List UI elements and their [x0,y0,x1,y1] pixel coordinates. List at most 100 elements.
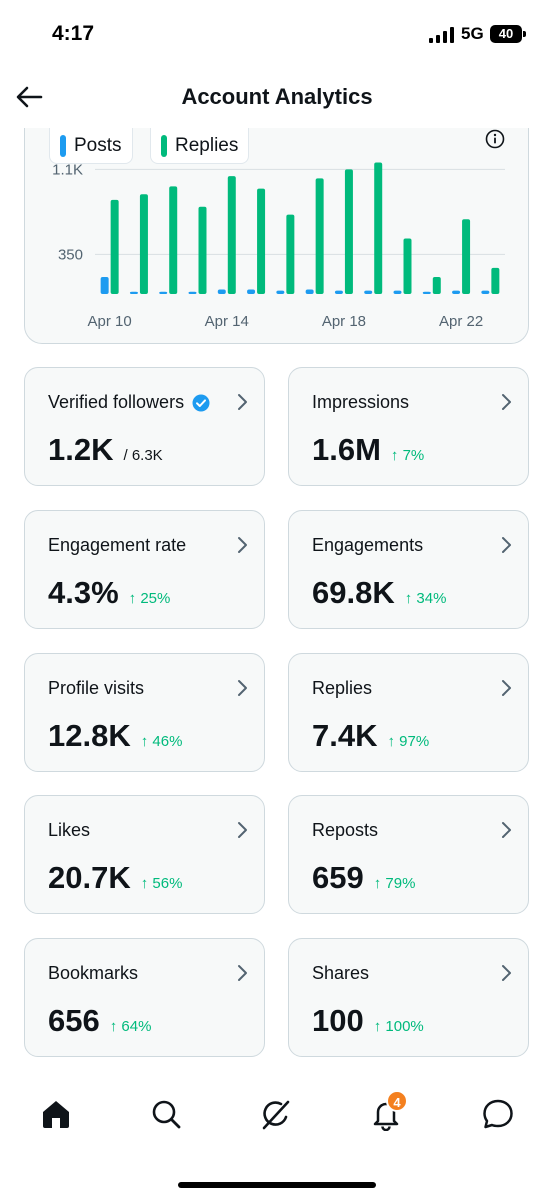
bar-posts [305,289,314,294]
bar-posts [129,291,138,294]
x-tick-label: Apr 18 [322,313,366,330]
stat-value: 12.8K [48,718,131,753]
bar-replies [374,162,383,294]
bar-posts [247,289,256,294]
chevron-right-icon [502,822,511,838]
search-icon [152,1100,181,1129]
replies-swatch [161,134,167,157]
stat-value-row: 4.3% ↑ 25% [48,575,170,611]
legend-posts[interactable]: Posts [49,128,133,164]
stat-label: Reposts [312,820,379,840]
stat-card-profile-visits[interactable]: Profile visits 12.8K ↑ 46% [24,653,265,772]
chevron-right-icon [238,394,247,410]
stat-label: Bookmarks [48,963,139,983]
battery-cap [523,31,526,37]
nav-messages[interactable] [478,1094,518,1134]
stat-value: 656 [48,1003,100,1038]
stat-change: ↑ 34% [404,590,447,607]
stat-label: Replies [312,678,373,698]
stat-label: Engagement rate [48,535,187,555]
stat-value: 100 [312,1003,364,1038]
stat-value-row: 659 ↑ 79% [312,860,415,896]
stat-label: Impressions [312,392,410,412]
chart-card: 350 1.1K Apr 10 Apr 14 Apr 18 Apr 22 Posts Re… [24,128,529,344]
stat-card-bookmarks[interactable]: Bookmarks 656 ↑ 64% [24,938,265,1057]
stat-value-row: 7.4K ↑ 97% [312,718,429,754]
signal-icon [429,27,454,43]
stat-value-row: 1.2K / 6.3K [48,432,163,468]
stat-value: 7.4K [312,718,378,753]
bar-posts [100,277,109,294]
bar-replies [491,267,500,294]
bar-replies [315,178,324,294]
bar-replies [344,169,353,294]
stat-change: ↑ 25% [128,590,171,607]
stat-value: 69.8K [312,575,395,610]
nav-grok[interactable] [256,1094,296,1134]
bar-posts [217,289,226,294]
info-icon[interactable] [485,129,505,149]
stat-value: 20.7K [48,860,131,895]
bar-replies [110,199,119,294]
stat-card-likes[interactable]: Likes 20.7K ↑ 56% [24,795,265,914]
stat-value: 1.2K [48,432,114,467]
stat-value-row: 100 ↑ 100% [312,1003,424,1039]
battery-icon: 40 [490,25,522,43]
stat-value-row: 20.7K ↑ 56% [48,860,182,896]
stat-value: 4.3% [48,575,119,610]
bar-posts [334,290,343,294]
home-icon [43,1101,69,1128]
bar-replies [169,186,178,294]
home-indicator [178,1182,376,1188]
stat-label: Verified followers [48,392,185,412]
stat-value-row: 656 ↑ 64% [48,1003,151,1039]
back-button[interactable] [12,80,46,114]
legend-replies[interactable]: Replies [150,128,250,164]
bar-replies [432,277,441,294]
stat-value-row: 69.8K ↑ 34% [312,575,446,611]
stat-change: ↑ 56% [140,875,183,892]
stat-change: ↑ 64% [109,1018,152,1035]
bar-replies [227,176,236,294]
bar-replies [139,194,148,294]
nav-notifications[interactable]: 4 [366,1090,408,1134]
posts-swatch [60,134,66,157]
bar-posts [452,290,461,294]
network-type: 5G [461,24,484,43]
notification-badge: 4 [386,1090,408,1112]
stat-card-reposts[interactable]: Reposts 659 ↑ 79% [288,795,529,914]
stat-label: Likes [48,820,91,840]
stat-value: 659 [312,860,364,895]
stat-card-verified-followers[interactable]: Verified followers 1.2K / 6.3K [24,367,265,486]
page-title: Account Analytics [181,84,373,109]
legend-posts-label: Posts [74,134,122,156]
chevron-right-icon [502,680,511,696]
chevron-right-icon [238,680,247,696]
y-tick-label: 350 [58,246,83,263]
verified-badge-icon [192,394,210,411]
bottom-nav: 4 [0,1080,554,1150]
bar-chart: 350 1.1K Apr 10 Apr 14 Apr 18 Apr 22 [52,161,505,330]
stat-card-shares[interactable]: Shares 100 ↑ 100% [288,938,529,1057]
x-tick-label: Apr 10 [88,313,132,330]
messages-icon [483,1099,513,1129]
bar-posts [481,290,490,294]
stat-label: Engagements [312,535,424,555]
stat-card-impressions[interactable]: Impressions 1.6M ↑ 7% [288,367,529,486]
stat-card-engagements[interactable]: Engagements 69.8K ↑ 34% [288,510,529,629]
stat-label-row: Verified followers [48,392,210,413]
bar-replies [462,219,471,294]
grok-icon [262,1100,290,1130]
x-tick-label: Apr 14 [205,313,249,330]
stat-change: ↑ 100% [373,1018,424,1035]
bar-replies [286,214,295,294]
chevron-right-icon [238,537,247,553]
stat-card-replies[interactable]: Replies 7.4K ↑ 97% [288,653,529,772]
stat-change: ↑ 46% [140,733,183,750]
nav-search[interactable] [146,1094,186,1134]
bar-replies [198,206,207,294]
nav-home[interactable] [36,1094,76,1134]
x-tick-label: Apr 22 [439,313,483,330]
stat-card-engagement-rate[interactable]: Engagement rate 4.3% ↑ 25% [24,510,265,629]
bar-posts [159,291,168,294]
